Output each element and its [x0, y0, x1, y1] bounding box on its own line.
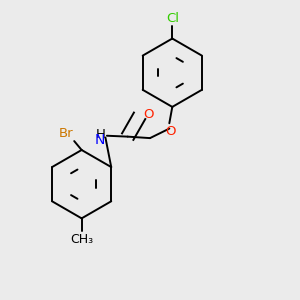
Text: CH₃: CH₃: [70, 232, 93, 246]
Text: H: H: [95, 128, 105, 141]
Text: Br: Br: [59, 127, 73, 140]
Text: O: O: [143, 108, 154, 121]
Text: N: N: [95, 133, 105, 147]
Text: Cl: Cl: [166, 12, 179, 25]
Text: O: O: [166, 125, 176, 138]
